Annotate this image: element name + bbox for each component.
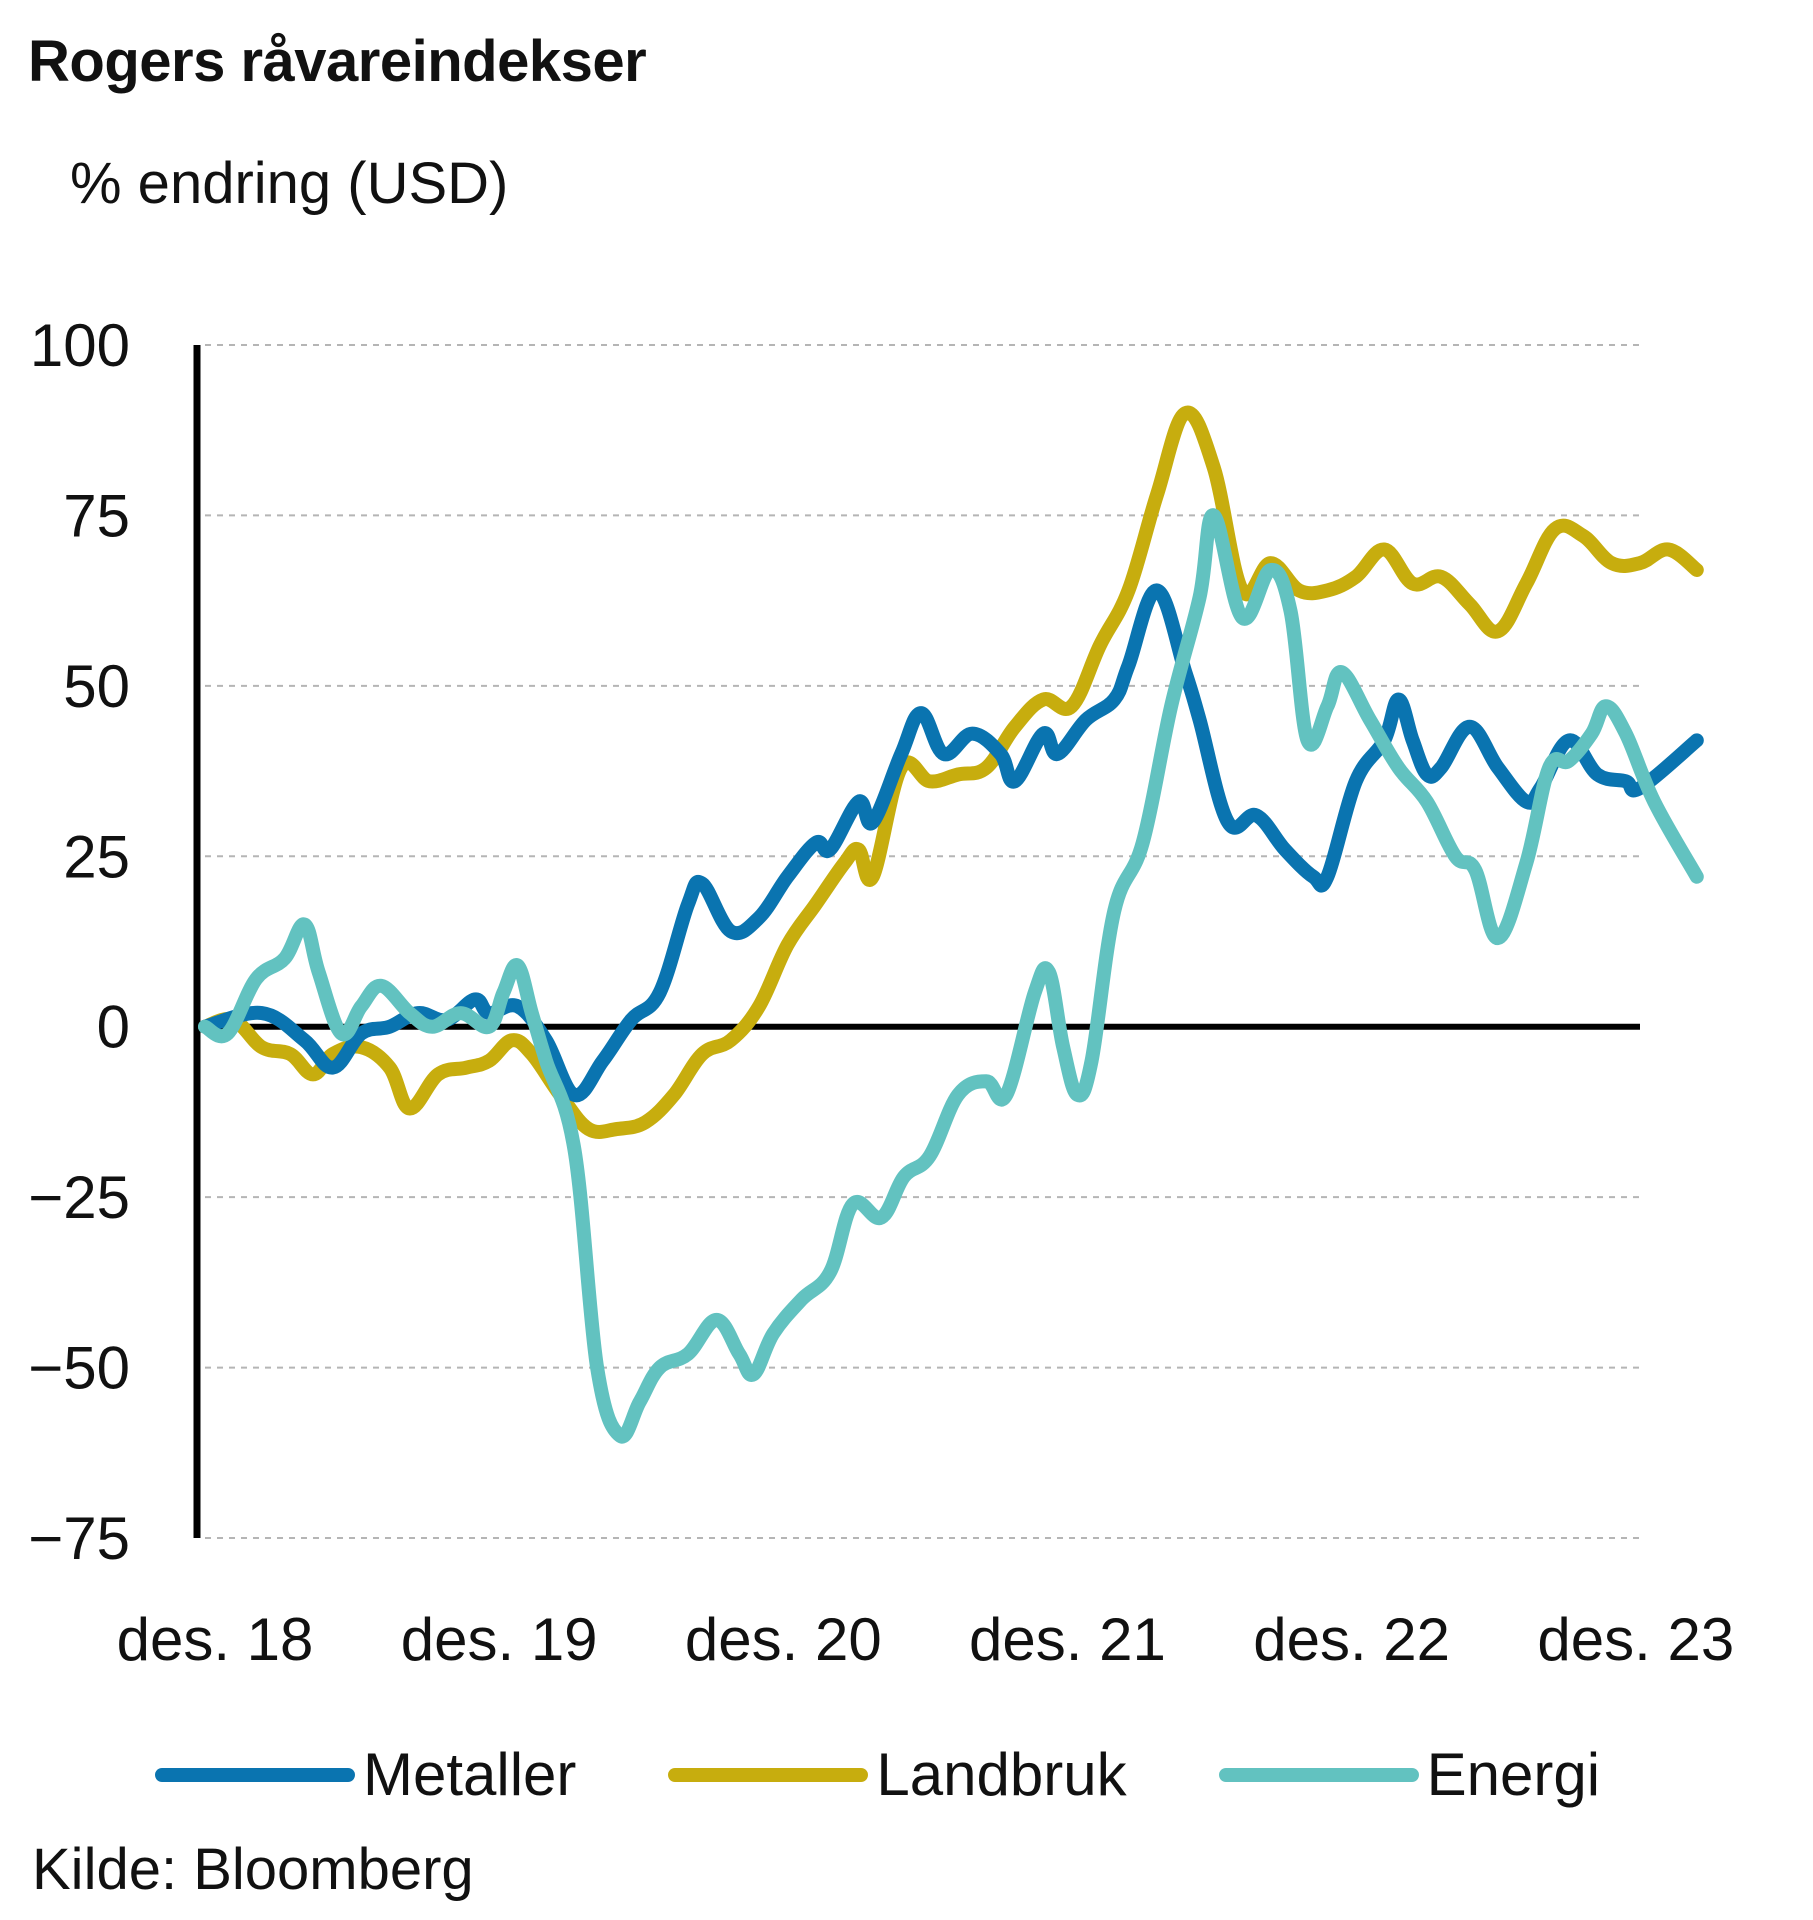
y-tick-label: 75	[63, 482, 130, 549]
y-tick-label: 25	[63, 823, 130, 890]
legend-label: Landbruk	[876, 1741, 1127, 1808]
y-tick-label: −50	[28, 1335, 130, 1402]
source-note: Kilde: Bloomberg	[32, 1837, 474, 1902]
series-line-landbruk	[198, 405, 1704, 1139]
legend-swatch	[155, 1767, 355, 1782]
y-tick-labels: 100 75 50 25 0 −25 −50 −75	[28, 312, 130, 1572]
chart-title: Rogers råvareindekser	[28, 29, 647, 94]
legend-swatch	[668, 1767, 869, 1782]
axes	[193, 345, 1640, 1538]
legend-item-landbruk: Landbruk	[668, 1740, 1127, 1809]
y-tick-label: 0	[97, 994, 130, 1061]
legend: Metaller Landbruk Energi	[155, 1740, 1692, 1809]
y-tick-label: 50	[63, 653, 130, 720]
x-tick-label: des. 23	[1537, 1606, 1734, 1673]
y-tick-label: −25	[28, 1164, 130, 1231]
x-tick-label: des. 19	[401, 1606, 598, 1673]
x-tick-label: des. 21	[969, 1606, 1166, 1673]
legend-item-metaller: Metaller	[155, 1740, 576, 1809]
gridlines	[205, 344, 1640, 1539]
line-chart: 100 75 50 25 0 −25 −50 −75 des. 18 des. 19 des. 2…	[28, 312, 1735, 1673]
x-tick-label: des. 18	[117, 1606, 314, 1673]
series-line-metaller	[198, 583, 1704, 1103]
y-tick-label: −75	[28, 1505, 130, 1572]
y-tick-label: 100	[30, 312, 130, 379]
legend-swatch	[1218, 1767, 1419, 1782]
series-lines	[198, 405, 1704, 1444]
y-axis-unit-label: % endring (USD)	[70, 151, 509, 216]
series-line-energi	[198, 508, 1704, 1444]
x-tick-label: des. 20	[685, 1606, 882, 1673]
x-tick-label: des. 22	[1253, 1606, 1450, 1673]
legend-item-energi: Energi	[1218, 1740, 1601, 1809]
legend-label: Energi	[1426, 1741, 1601, 1808]
x-tick-labels: des. 18 des. 19 des. 20 des. 21 des. 22 des. …	[117, 1606, 1735, 1673]
legend-label: Metaller	[363, 1741, 577, 1808]
